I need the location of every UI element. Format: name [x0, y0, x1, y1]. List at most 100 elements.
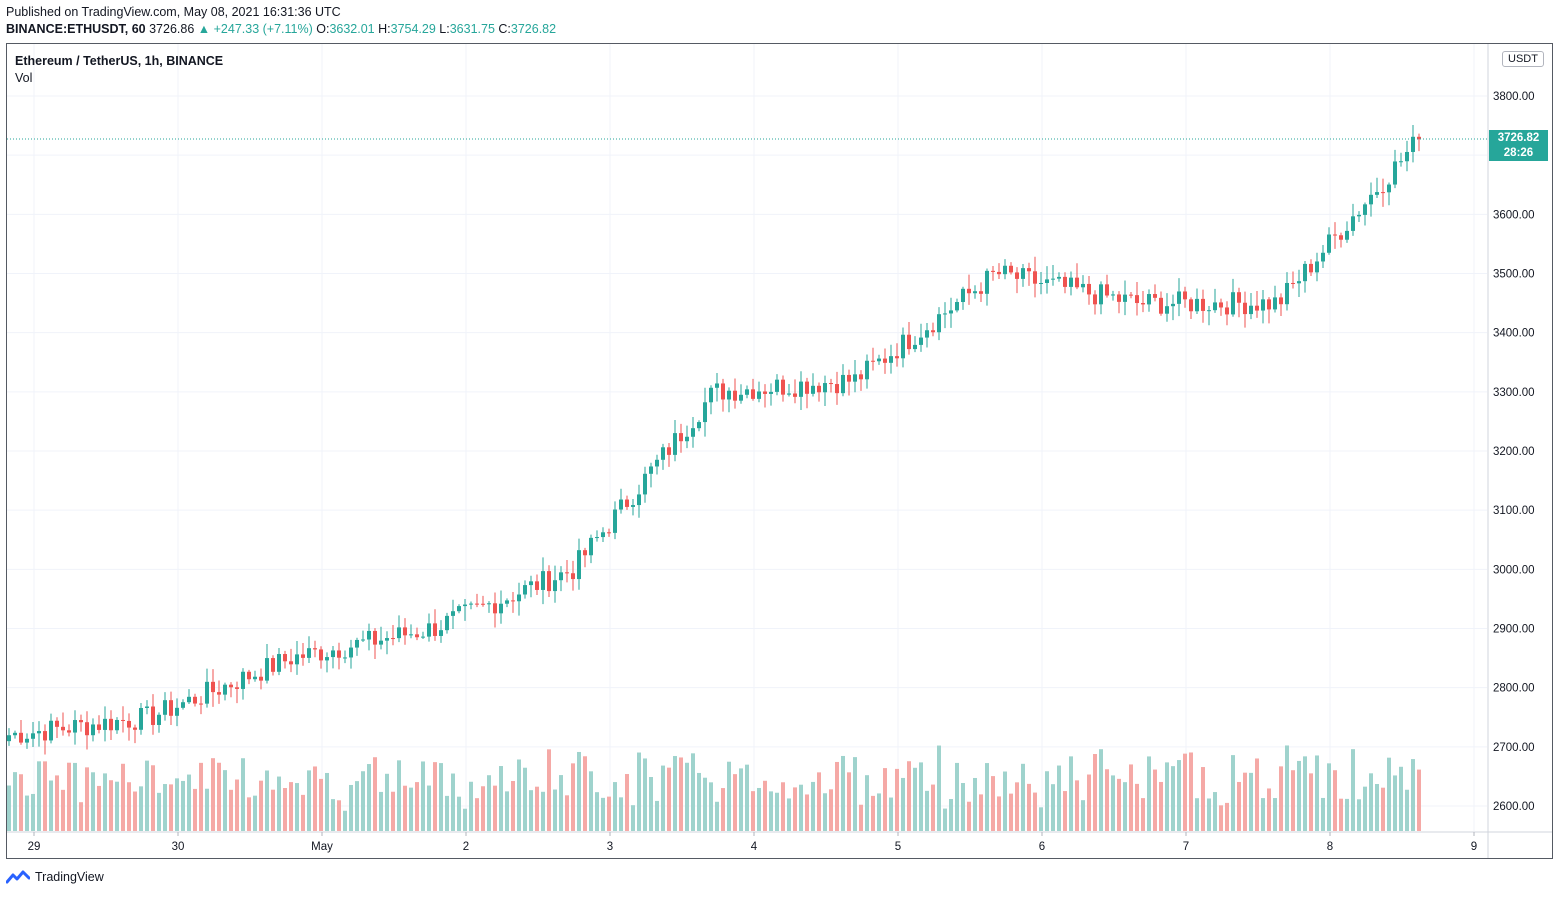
volume-bar — [1213, 792, 1217, 831]
close-value: 3726.82 — [510, 22, 557, 36]
volume-bar — [397, 760, 401, 831]
candle-body — [997, 271, 1001, 275]
volume-bar — [997, 796, 1001, 831]
volume-bar — [463, 808, 467, 831]
candle-body — [1063, 276, 1067, 287]
volume-bar — [649, 777, 653, 831]
candle-body — [433, 623, 437, 636]
candle-body — [1273, 297, 1277, 310]
candle-body — [31, 733, 35, 739]
candle-body — [805, 381, 809, 394]
volume-bar — [931, 784, 935, 831]
volume-bar — [157, 792, 161, 831]
candle-body — [625, 499, 629, 507]
high-label: H: — [378, 22, 391, 36]
volume-bar — [1009, 793, 1013, 831]
volume-bar — [1081, 800, 1085, 831]
candle-body — [733, 390, 737, 401]
candle-body — [1093, 294, 1097, 305]
candle-body — [127, 720, 131, 728]
currency-button[interactable]: USDT — [1502, 51, 1544, 67]
candle-body — [73, 720, 77, 733]
candle-body — [1381, 192, 1385, 194]
volume-bar — [709, 782, 713, 831]
candle-body — [601, 532, 605, 538]
candle-body — [91, 724, 95, 736]
volume-bar — [943, 808, 947, 831]
candle-body — [97, 724, 101, 730]
candle-body — [409, 634, 413, 636]
volume-bar — [319, 778, 323, 831]
time-tick-label: 8 — [1327, 841, 1333, 853]
candle-body — [979, 291, 983, 294]
volume-bar — [361, 771, 365, 831]
candle-body — [1249, 305, 1253, 315]
volume-bar — [1177, 760, 1181, 831]
volume-bar — [1195, 798, 1199, 831]
candle-body — [1261, 299, 1265, 311]
volume-bar — [1003, 771, 1007, 831]
candle-body — [205, 681, 209, 704]
candle-body — [889, 356, 893, 363]
candle-body — [577, 550, 581, 580]
volume-bar — [271, 789, 275, 831]
candle-body — [835, 384, 839, 394]
time-tick-label: May — [311, 841, 333, 853]
volume-bar — [199, 762, 203, 831]
candle-body — [1225, 307, 1229, 315]
candle-body — [1321, 252, 1325, 262]
volume-bar — [1381, 787, 1385, 831]
volume-bar — [1309, 773, 1313, 831]
volume-bar — [235, 779, 239, 831]
volume-bar — [631, 805, 635, 831]
candle-body — [169, 700, 173, 716]
volume-bar — [313, 766, 317, 831]
candle-body — [907, 334, 911, 350]
volume-bar — [667, 767, 671, 831]
volume-bar — [1285, 745, 1289, 831]
candle-body — [1189, 299, 1193, 312]
candle-body — [619, 499, 623, 510]
volume-bar — [925, 790, 929, 831]
candle-body — [313, 648, 317, 650]
candle-body — [289, 661, 293, 665]
volume-bar — [187, 774, 191, 831]
candle-body — [13, 732, 17, 736]
candle-body — [343, 657, 347, 659]
volume-bar — [937, 745, 941, 831]
volume-bar — [829, 789, 833, 831]
volume-bar — [493, 785, 497, 831]
volume-bar — [1153, 769, 1157, 831]
volume-bar — [763, 780, 767, 831]
candle-body — [271, 658, 275, 672]
candle-body — [823, 383, 827, 393]
volume-bar — [121, 763, 125, 831]
candle-body — [565, 572, 569, 574]
volume-bar — [1387, 757, 1391, 831]
volume-bar — [637, 752, 641, 831]
candle-body — [265, 658, 269, 681]
price-tick-label: 3100.00 — [1493, 505, 1535, 517]
candle-body — [1333, 234, 1337, 236]
candle-body — [583, 550, 587, 556]
high-value: 3754.29 — [390, 22, 436, 36]
volume-bar — [607, 796, 611, 831]
open-value: 3632.01 — [329, 22, 375, 36]
candle-body — [1039, 282, 1043, 284]
candle-body — [331, 650, 335, 658]
volume-bar — [1027, 783, 1031, 831]
candle-body — [1027, 268, 1031, 272]
candle-body — [919, 337, 923, 345]
volume-bar — [289, 782, 293, 831]
candle-body — [739, 394, 743, 401]
volume-bar — [1201, 767, 1205, 831]
volume-bar — [379, 791, 383, 831]
candle-body — [109, 718, 113, 731]
candle-body — [457, 606, 461, 612]
price-tick-label: 3000.00 — [1493, 564, 1535, 576]
volume-bar — [1375, 784, 1379, 831]
volume-bar — [559, 775, 563, 831]
candle-body — [217, 692, 221, 695]
candle-body — [1009, 265, 1013, 273]
